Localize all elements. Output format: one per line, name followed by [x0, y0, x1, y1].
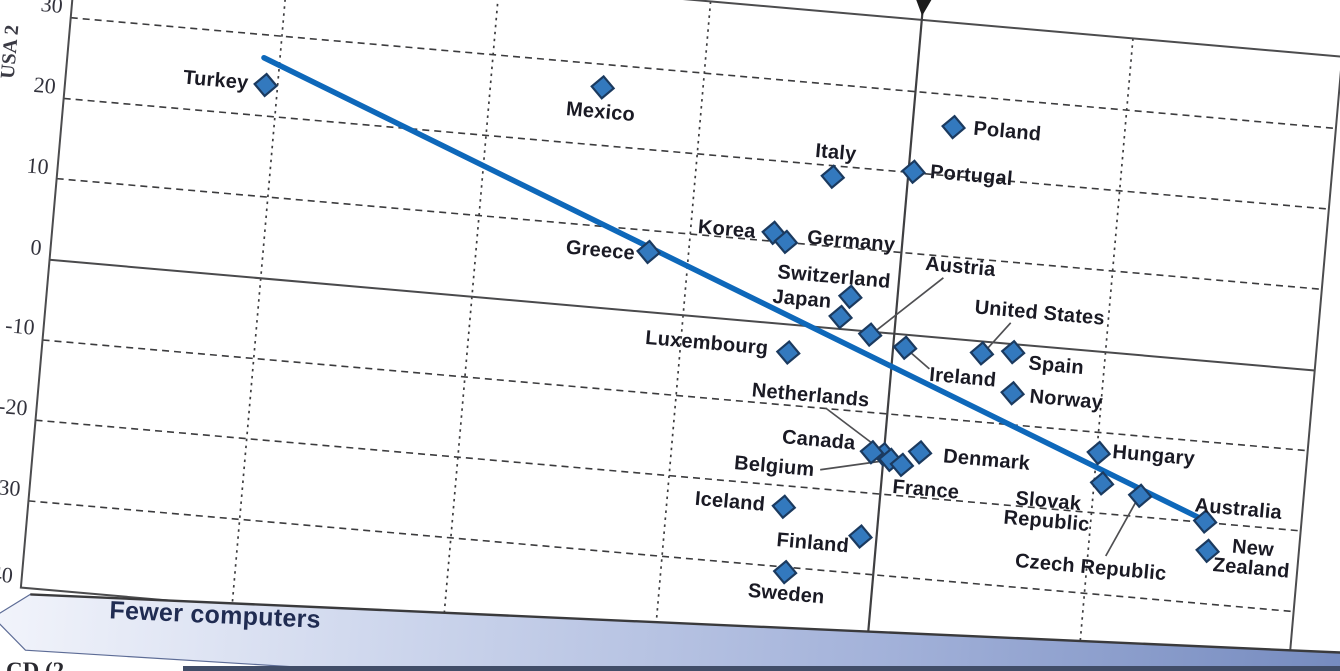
data-point-marker: [941, 114, 967, 140]
h-gridline: [28, 500, 1294, 613]
data-point-marker: [848, 524, 874, 550]
data-point-marker: [772, 559, 798, 585]
country-label: Slovak Republic: [1002, 487, 1091, 537]
data-point-marker: [1089, 470, 1115, 496]
fewer-computers-ribbon: [0, 593, 1340, 671]
trend-line: [261, 54, 1210, 525]
data-point-marker: [837, 284, 863, 310]
y-tick-label: 20: [32, 71, 57, 99]
country-label: Italy: [814, 139, 858, 166]
reference-line: [864, 0, 932, 662]
country-label: Spain: [1027, 352, 1085, 380]
data-point-marker: [892, 335, 918, 361]
y-tick-label: 0: [29, 234, 43, 261]
data-point-marker: [635, 239, 662, 265]
leader-line: [874, 277, 944, 332]
country-label: New Zealand: [1211, 535, 1291, 584]
h-gridline: [56, 177, 1322, 291]
data-point-marker: [773, 229, 799, 255]
down-arrow-icon: [915, 0, 932, 16]
data-point-marker: [907, 439, 933, 465]
h-gridline: [35, 419, 1301, 532]
data-point-marker: [1127, 483, 1153, 509]
ribbon-top-edge: [30, 593, 1340, 656]
h-gridline: [42, 339, 1308, 452]
leader-line: [908, 350, 930, 370]
source-text-fragment: CD (2: [6, 658, 65, 671]
data-point-marker: [1000, 380, 1026, 406]
data-point-marker: [889, 452, 915, 478]
data-point-marker: [1000, 339, 1026, 365]
plot-area: [20, 0, 1340, 671]
data-point-marker: [253, 72, 279, 98]
data-point-marker: [771, 494, 797, 520]
data-point-marker: [1192, 509, 1218, 535]
h-gridline: [70, 16, 1336, 130]
zero-line: [49, 258, 1315, 372]
h-gridline: [63, 97, 1329, 210]
country-label: Japan: [771, 285, 833, 313]
y-tick-label: 10: [25, 152, 50, 180]
leader-line: [1105, 500, 1138, 557]
y-tick-label: -10: [4, 312, 36, 340]
v-gridline: [442, 0, 501, 625]
leader-line: [985, 322, 1012, 351]
v-gridline: [653, 1, 712, 644]
data-point-marker: [775, 340, 801, 366]
v-gridline: [231, 0, 290, 607]
data-point-marker: [969, 340, 995, 366]
country-label: Korea: [697, 216, 757, 243]
page-edge-strip: [183, 666, 1340, 671]
data-point-marker: [1195, 538, 1221, 564]
v-gridline: [1075, 38, 1134, 671]
data-point-marker: [859, 439, 885, 465]
data-point-marker: [820, 164, 846, 190]
leader-line: [820, 459, 887, 471]
data-point-marker: [900, 159, 927, 185]
data-point-marker: [857, 322, 883, 348]
data-point-marker: [590, 74, 616, 100]
data-point-marker: [1086, 440, 1112, 466]
data-point-marker: [828, 304, 854, 330]
